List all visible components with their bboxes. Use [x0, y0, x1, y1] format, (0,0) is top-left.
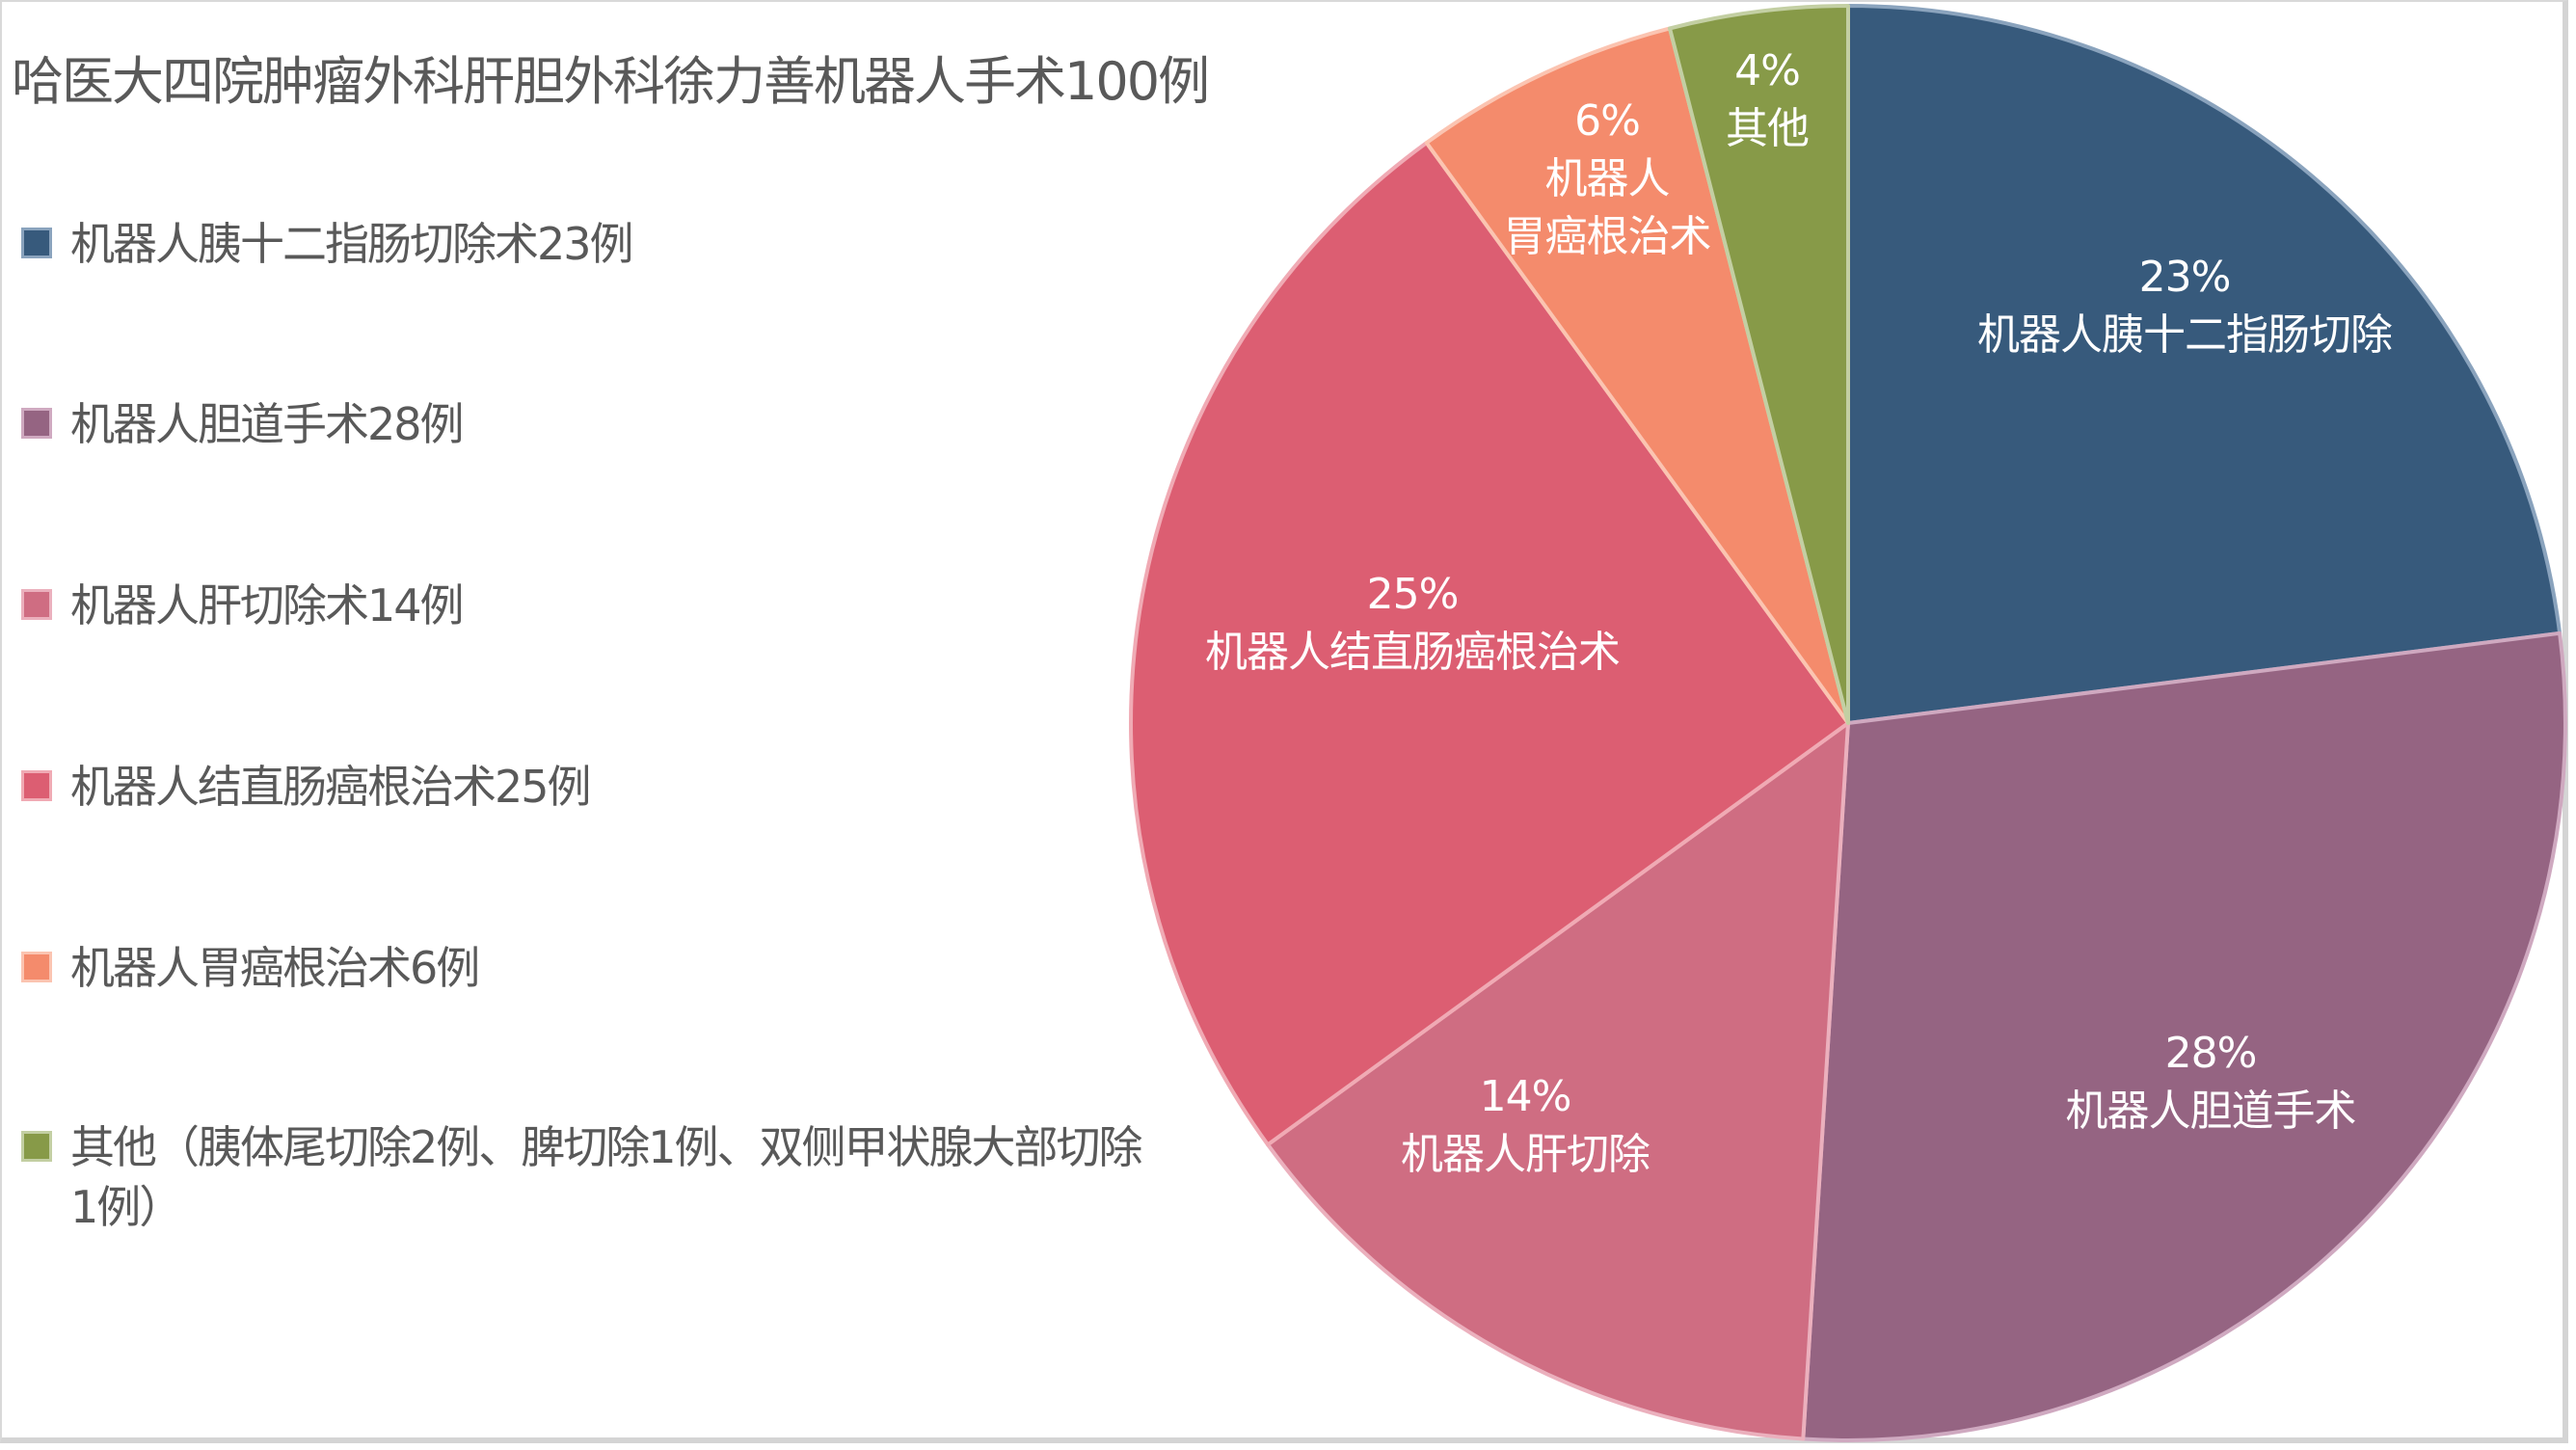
legend-item-other[interactable]: 其他（胰体尾切除2例、脾切除1例、双侧甲状腺大部切除1例） — [21, 1117, 1150, 1237]
legend-item-colorectal[interactable]: 机器人结直肠癌根治术25例 — [21, 757, 1150, 817]
legend-item-hepatectomy[interactable]: 机器人肝切除术14例 — [21, 576, 1150, 635]
legend-item-pancreaticoduodenectomy[interactable]: 机器人胰十二指肠切除术23例 — [21, 214, 1150, 274]
slice-name: 机器人胰十二指肠切除 — [1977, 310, 2393, 360]
slice-percent: 14% — [1479, 1072, 1572, 1121]
legend-label: 机器人肝切除术14例 — [70, 579, 465, 631]
slice-name: 机器人结直肠癌根治术 — [1205, 628, 1621, 677]
legend-label: 机器人结直肠癌根治术25例 — [70, 761, 592, 813]
slice-name-line2: 胃癌根治术 — [1503, 212, 1712, 261]
slice-label-colorectal: 25% 机器人结直肠癌根治术 — [1205, 566, 1621, 682]
slice-label-other: 4% 其他 — [1726, 42, 1810, 158]
legend-swatch — [21, 770, 52, 801]
legend-item-gastric[interactable]: 机器人胃癌根治术6例 — [21, 938, 1150, 998]
legend-swatch — [21, 408, 52, 439]
slice-label-hepatectomy: 14% 机器人肝切除 — [1401, 1068, 1650, 1184]
legend-label: 其他（胰体尾切除2例、脾切除1例、双侧甲状腺大部切除1例） — [70, 1121, 1143, 1233]
pie-slice-gastric[interactable] — [1424, 26, 1850, 725]
pie-slice-biliary[interactable] — [1801, 631, 2567, 1442]
slice-percent: 28% — [2164, 1029, 2258, 1078]
slice-percent: 6% — [1574, 96, 1641, 146]
legend-swatch — [21, 952, 52, 982]
pie-slice-pancreaticoduodenectomy[interactable] — [1846, 4, 2563, 725]
pie-slice-hepatectomy[interactable] — [1266, 721, 1850, 1441]
legend-item-biliary[interactable]: 机器人胆道手术28例 — [21, 394, 1150, 454]
legend-swatch — [21, 1131, 52, 1162]
slice-name-line1: 机器人 — [1544, 154, 1671, 203]
pie-slice-other[interactable] — [1668, 4, 1850, 725]
legend-label: 机器人胃癌根治术6例 — [70, 942, 480, 994]
slice-percent: 4% — [1734, 46, 1801, 95]
slice-label-biliary: 28% 机器人胆道手术 — [2065, 1025, 2357, 1141]
pie-slice-colorectal[interactable] — [1129, 141, 1850, 1147]
legend-swatch — [21, 228, 52, 258]
legend-swatch — [21, 589, 52, 620]
slice-percent: 23% — [2138, 253, 2232, 302]
chart-title: 哈医大四院肿瘤外科肝胆外科徐力善机器人手术100例 — [12, 51, 1210, 112]
slice-percent: 25% — [1366, 570, 1460, 619]
slice-label-pancreaticoduodenectomy: 23% 机器人胰十二指肠切除 — [1977, 249, 2393, 364]
legend-label: 机器人胆道手术28例 — [70, 398, 465, 450]
legend-label: 机器人胰十二指肠切除术23例 — [70, 218, 634, 270]
slice-name: 机器人肝切除 — [1401, 1130, 1650, 1179]
slice-name: 机器人胆道手术 — [2065, 1087, 2357, 1136]
slice-name: 其他 — [1726, 104, 1810, 153]
slice-label-gastric: 6% 机器人 胃癌根治术 — [1503, 93, 1712, 266]
